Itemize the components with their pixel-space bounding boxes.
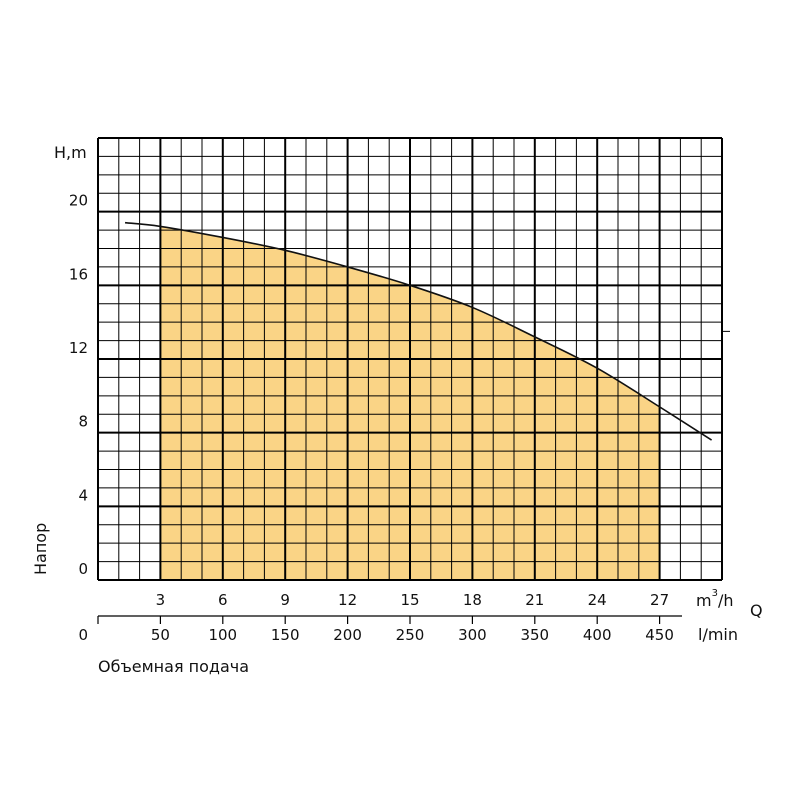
x-tick-label-lmin: 400 (583, 626, 612, 644)
y-tick-label: 4 (78, 486, 88, 504)
x-unit-m3h: m3/h (696, 588, 734, 610)
y-tick-label: 8 (78, 413, 88, 431)
x-tick-label-lmin: 50 (151, 626, 170, 644)
x-unit-m3h-tail: /h (718, 591, 734, 610)
y-tick-label: 12 (69, 339, 88, 357)
curve-layer (124, 221, 713, 441)
x-tick-label-lmin: 350 (520, 626, 549, 644)
x-tick-label-m3h: 24 (588, 591, 607, 609)
y-tick-label: 0 (78, 560, 88, 578)
x-tick-label-m3h: 9 (280, 591, 290, 609)
x-tick-label-m3h: 21 (525, 591, 544, 609)
x-tick-label-lmin: 250 (396, 626, 425, 644)
x-unit-m3h-base: m (696, 591, 712, 610)
x-tick-label-m3h: 27 (650, 591, 669, 609)
y-axis-title: Напор (31, 523, 50, 575)
x-tick-label-lmin: 100 (208, 626, 237, 644)
tick-labels: 0 4 8 12 16 20 3 6 9 12 15 18 21 24 27 0 50 100 150 200 250 3… (69, 192, 674, 644)
x-tick-label-lmin: 150 (271, 626, 300, 644)
x-unit-lmin: l/min (698, 625, 738, 644)
x-tick-label-m3h: 6 (218, 591, 228, 609)
x-tick-label-m3h: 12 (338, 591, 357, 609)
x-tick-label-m3h: 15 (400, 591, 419, 609)
y-tick-label: 16 (69, 265, 88, 283)
y-tick-label: 20 (69, 192, 88, 210)
pump-curve-line (124, 221, 713, 441)
x-tick-label-lmin: 450 (645, 626, 674, 644)
x-tick-label-lmin: 200 (333, 626, 362, 644)
x-unit-m3h-sup: 3 (712, 588, 718, 599)
x-tick-label-m3h: 3 (156, 591, 166, 609)
y-unit-label: H,m (54, 143, 87, 162)
q-label: Q (750, 601, 763, 620)
x-tick-label-lmin: 0 (78, 626, 88, 644)
x-tick-label-lmin: 300 (458, 626, 487, 644)
grid (97, 137, 730, 624)
x-tick-label-m3h: 18 (463, 591, 482, 609)
x-axis-title: Объемная подача (98, 657, 249, 676)
